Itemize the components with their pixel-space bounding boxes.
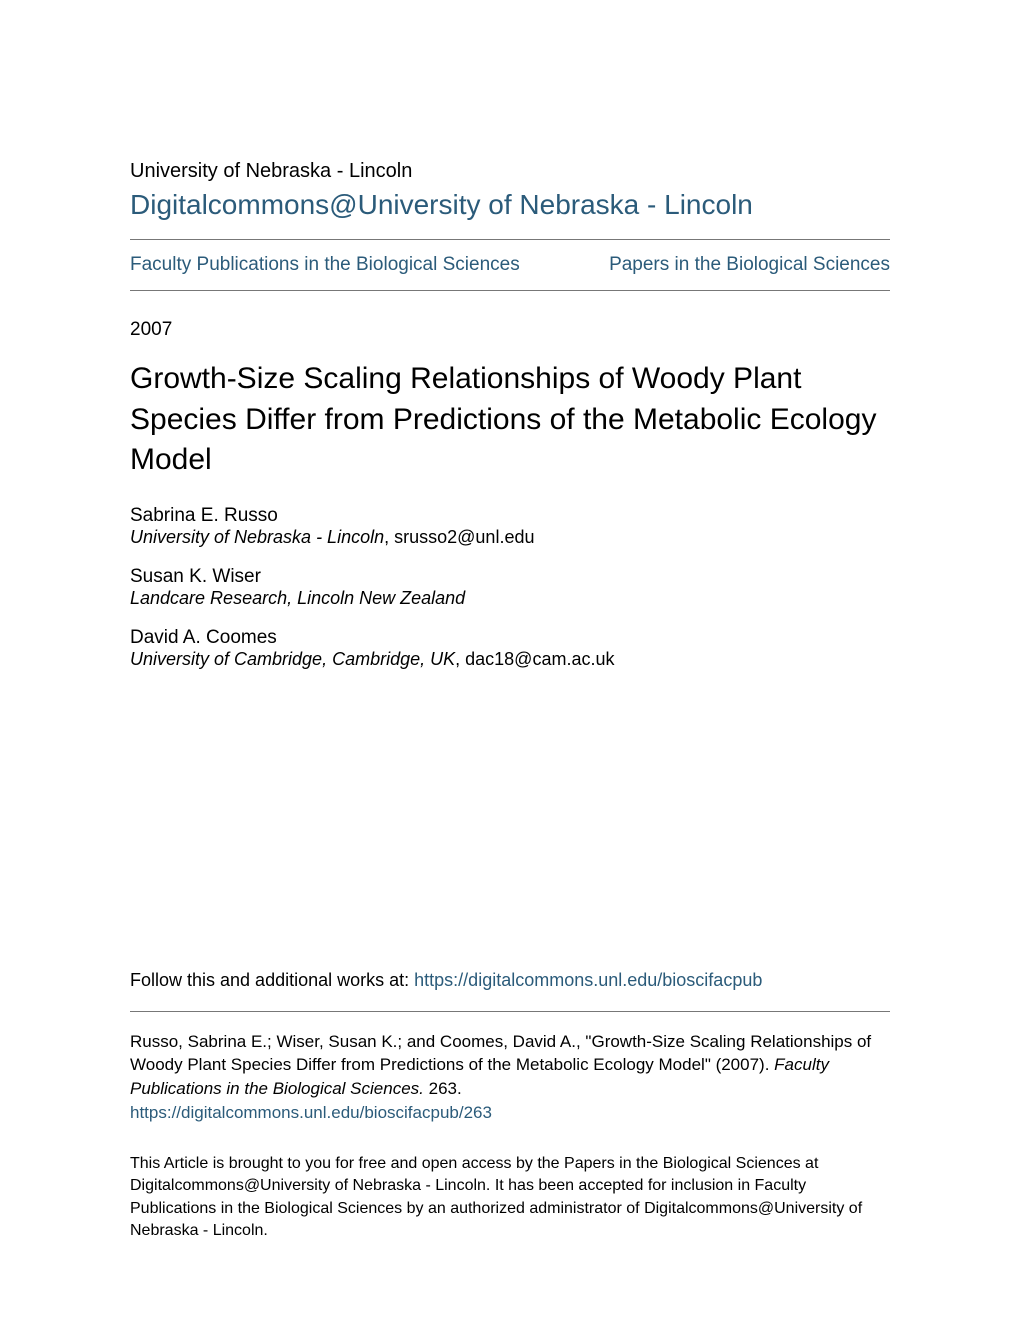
author-name: Sabrina E. Russo [130, 505, 890, 527]
collection-link-right[interactable]: Papers in the Biological Sciences [609, 254, 890, 276]
follow-works-line: Follow this and additional works at: htt… [130, 970, 890, 991]
author-affiliation: University of Nebraska - Lincoln, srusso… [130, 527, 890, 548]
author-block: Sabrina E. Russo University of Nebraska … [130, 505, 890, 548]
publication-year: 2007 [130, 319, 890, 341]
author-affiliation: Landcare Research, Lincoln New Zealand [130, 588, 890, 609]
collection-link-left[interactable]: Faculty Publications in the Biological S… [130, 254, 520, 276]
follow-prefix: Follow this and additional works at: [130, 970, 414, 990]
divider-citation [130, 1011, 890, 1012]
author-email: dac18@cam.ac.uk [465, 649, 614, 669]
author-name: David A. Coomes [130, 627, 890, 649]
institution-name: University of Nebraska - Lincoln [130, 160, 890, 183]
paper-title: Growth-Size Scaling Relationships of Woo… [130, 359, 890, 481]
cover-page: University of Nebraska - Lincoln Digital… [0, 0, 1020, 1320]
recommended-citation: Russo, Sabrina E.; Wiser, Susan K.; and … [130, 1030, 890, 1101]
author-name: Susan K. Wiser [130, 566, 890, 588]
divider-bottom [130, 290, 890, 291]
author-email: srusso2@unl.edu [394, 527, 534, 547]
repository-link[interactable]: Digitalcommons@University of Nebraska - … [130, 189, 753, 221]
author-affiliation: University of Cambridge, Cambridge, UK, … [130, 649, 890, 670]
author-email-sep: , [384, 527, 394, 547]
affiliation-text: University of Cambridge, Cambridge, UK [130, 649, 455, 669]
citation-authors: Russo, Sabrina E.; Wiser, Susan K.; and … [130, 1032, 871, 1075]
author-email-sep: , [455, 649, 465, 669]
author-block: David A. Coomes University of Cambridge,… [130, 627, 890, 670]
citation-url-link[interactable]: https://digitalcommons.unl.edu/bioscifac… [130, 1103, 890, 1123]
affiliation-text: University of Nebraska - Lincoln [130, 527, 384, 547]
breadcrumb-nav: Faculty Publications in the Biological S… [130, 240, 890, 290]
follow-url-link[interactable]: https://digitalcommons.unl.edu/bioscifac… [414, 970, 762, 990]
access-statement: This Article is brought to you for free … [130, 1153, 890, 1243]
author-block: Susan K. Wiser Landcare Research, Lincol… [130, 566, 890, 609]
citation-number: 263. [424, 1079, 462, 1098]
